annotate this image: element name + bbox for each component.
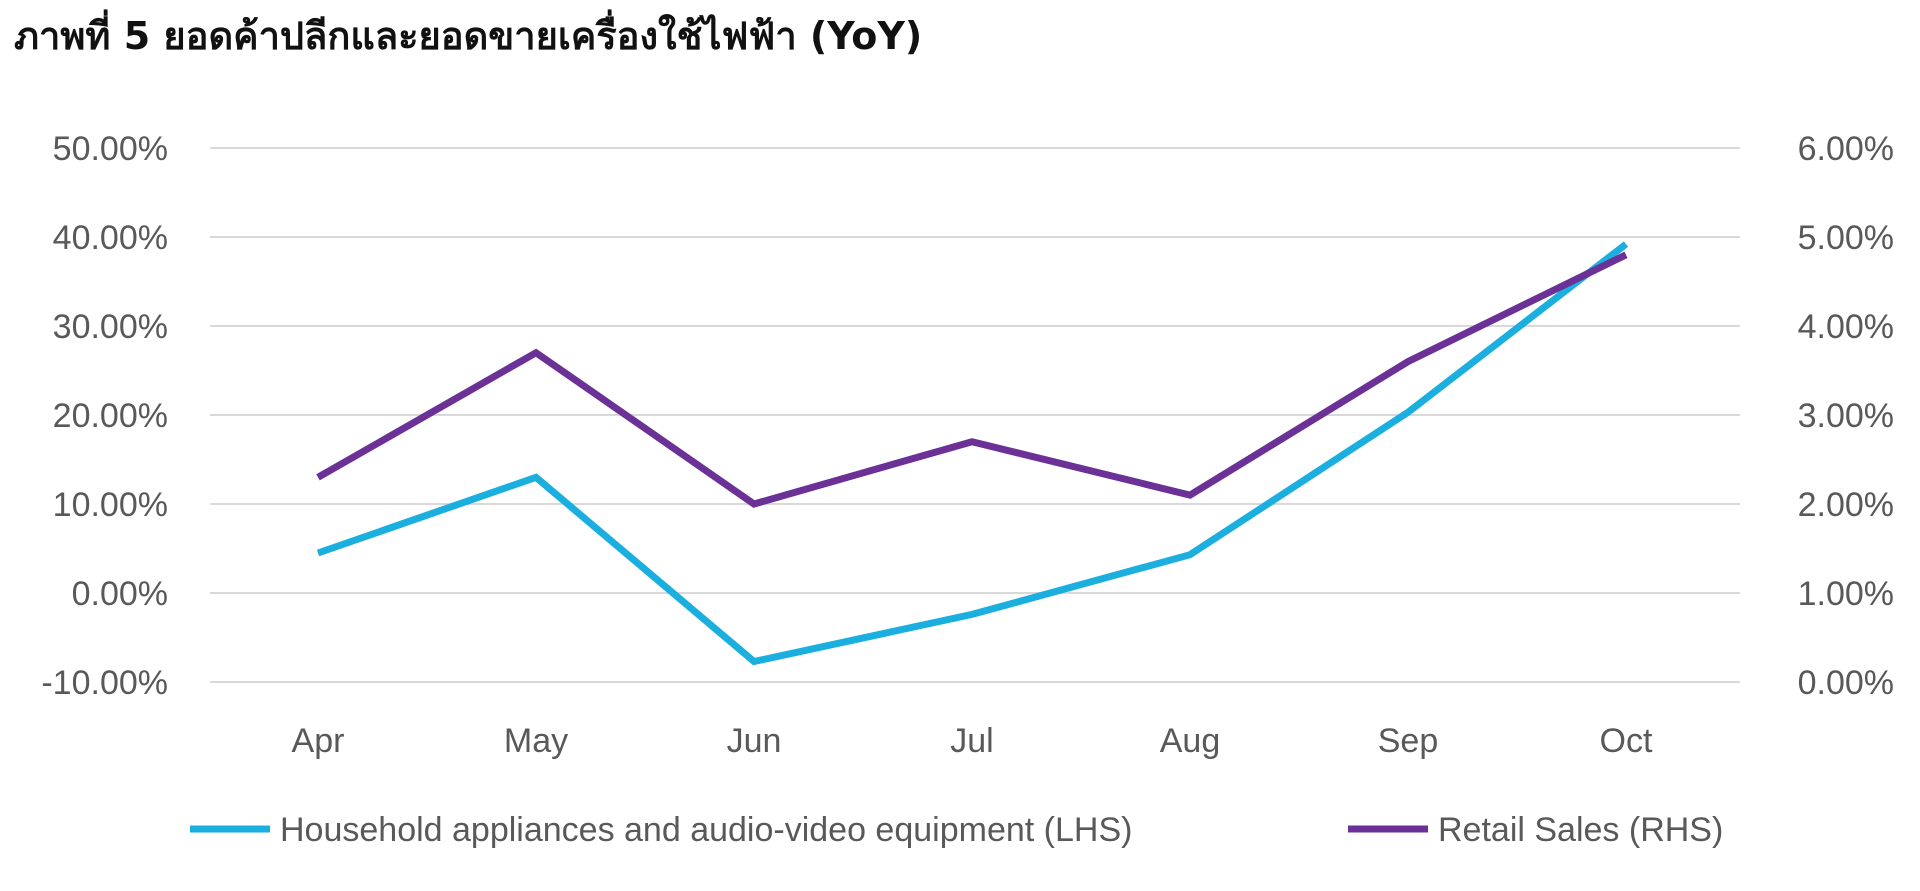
x-tick-label: Jun	[727, 722, 782, 760]
left-tick-label: 0.00%	[72, 575, 168, 613]
left-tick-label: 30.00%	[53, 308, 168, 346]
series-line-retail-sales	[316, 251, 1628, 508]
left-tick-label: 40.00%	[53, 219, 168, 257]
right-tick-label: 4.00%	[1798, 308, 1894, 346]
x-tick-label: Apr	[292, 722, 345, 760]
right-tick-label: 6.00%	[1798, 130, 1894, 168]
series-lines	[316, 241, 1629, 666]
legend: Household appliances and audio-video equ…	[190, 811, 1723, 849]
right-tick-label: 5.00%	[1798, 219, 1894, 257]
x-tick-label: May	[504, 722, 568, 760]
right-tick-label: 1.00%	[1798, 575, 1894, 613]
left-tick-label: 20.00%	[53, 397, 168, 435]
x-axis: Apr May Jun Jul Aug Sep Oct	[292, 722, 1653, 760]
chart-title: ภาพที่ 5 ยอดค้าปลีกและยอดขายเครื่องใช้ไฟ…	[14, 14, 923, 58]
legend-label: Retail Sales (RHS)	[1438, 811, 1723, 849]
right-axis: 0.00% 1.00% 2.00% 3.00% 4.00% 5.00% 6.00%	[1798, 130, 1894, 702]
series-line-household-appliances	[316, 241, 1629, 666]
x-tick-label: Sep	[1378, 722, 1439, 760]
x-tick-label: Jul	[950, 722, 993, 760]
right-tick-label: 3.00%	[1798, 397, 1894, 435]
right-tick-label: 2.00%	[1798, 486, 1894, 524]
left-tick-label: 10.00%	[53, 486, 168, 524]
gridlines	[210, 147, 1740, 683]
left-tick-label: -10.00%	[41, 664, 168, 702]
left-axis: -10.00% 0.00% 10.00% 20.00% 30.00% 40.00% 50.0…	[41, 130, 168, 702]
x-tick-label: Oct	[1600, 722, 1653, 760]
x-tick-label: Aug	[1160, 722, 1221, 760]
right-tick-label: 0.00%	[1798, 664, 1894, 702]
left-tick-label: 50.00%	[53, 130, 168, 168]
legend-label: Household appliances and audio-video equ…	[280, 811, 1132, 849]
